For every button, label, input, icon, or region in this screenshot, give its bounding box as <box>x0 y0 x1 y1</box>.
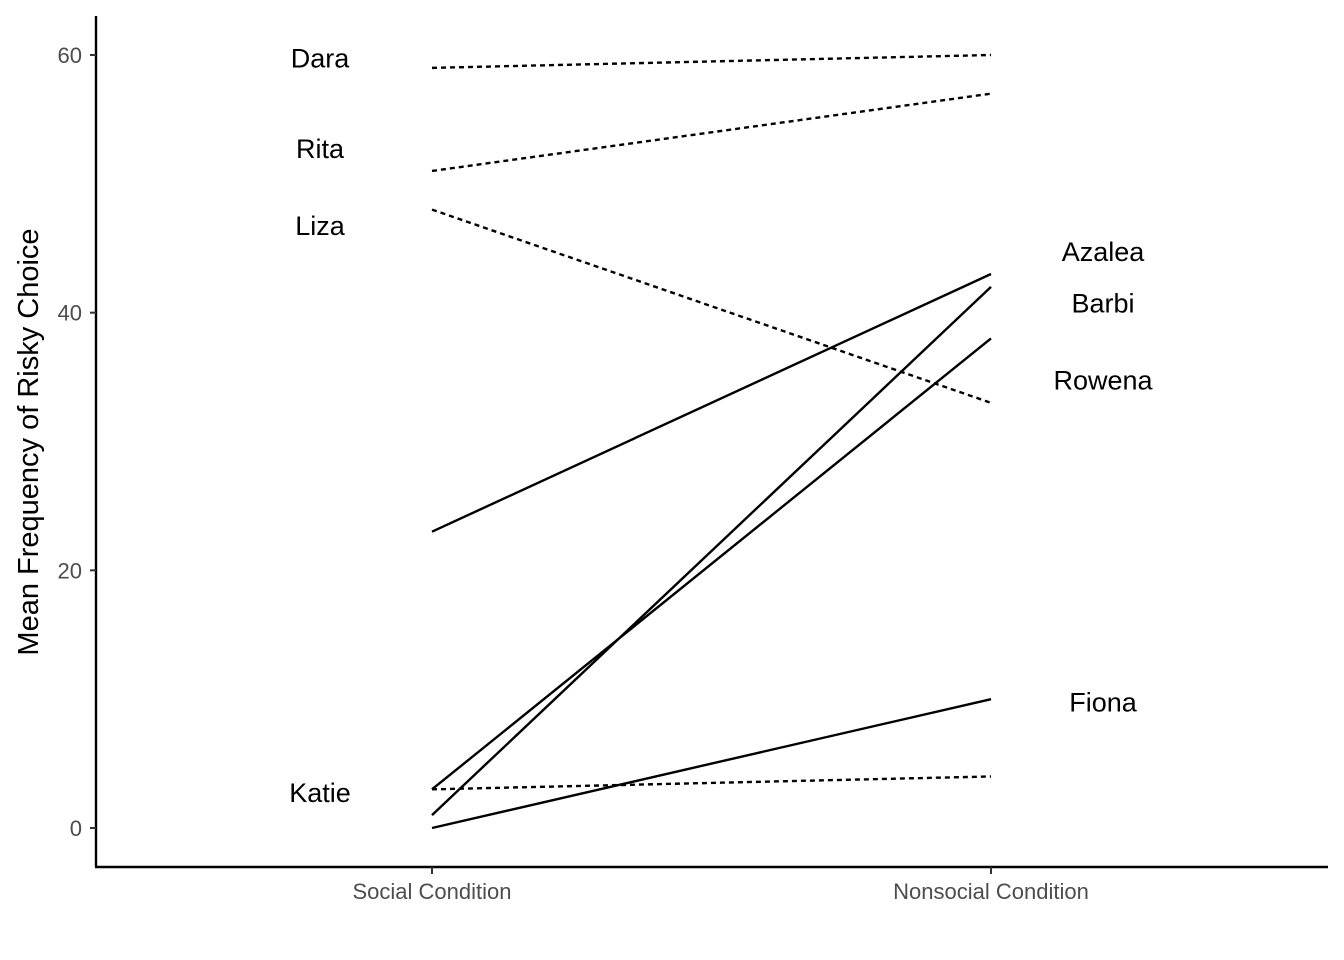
series-lines <box>431 53 992 830</box>
series-line <box>431 53 992 70</box>
series-label: Rowena <box>1053 366 1153 396</box>
y-tick-label: 0 <box>70 816 82 841</box>
series-label: Fiona <box>1069 688 1138 718</box>
series-line <box>431 697 992 830</box>
series-line <box>431 775 992 791</box>
series-line <box>431 208 992 404</box>
series-label: Liza <box>295 211 346 241</box>
x-axis-ticks: Social Condition Nonsocial Condition <box>353 867 1089 904</box>
series-line <box>431 92 992 173</box>
series-line <box>431 286 992 816</box>
series-label: Katie <box>289 778 351 808</box>
series-line <box>431 272 992 533</box>
x-tick-label: Nonsocial Condition <box>893 879 1089 904</box>
y-tick-label: 60 <box>58 43 82 68</box>
y-axis-title: Mean Frequency of Risky Choice <box>13 228 45 655</box>
series-line <box>431 337 992 791</box>
series-label: Azalea <box>1062 237 1146 267</box>
y-tick-label: 40 <box>58 301 82 326</box>
x-tick-label: Social Condition <box>353 879 512 904</box>
series-labels: Dara Rita Liza Katie Azalea Barbi Rowena Fiona <box>289 44 1153 808</box>
y-axis-ticks: 0 20 40 60 <box>58 43 96 841</box>
series-label: Dara <box>291 44 351 74</box>
series-label: Barbi <box>1071 288 1134 318</box>
series-label: Rita <box>296 134 345 164</box>
y-tick-label: 20 <box>58 558 82 583</box>
